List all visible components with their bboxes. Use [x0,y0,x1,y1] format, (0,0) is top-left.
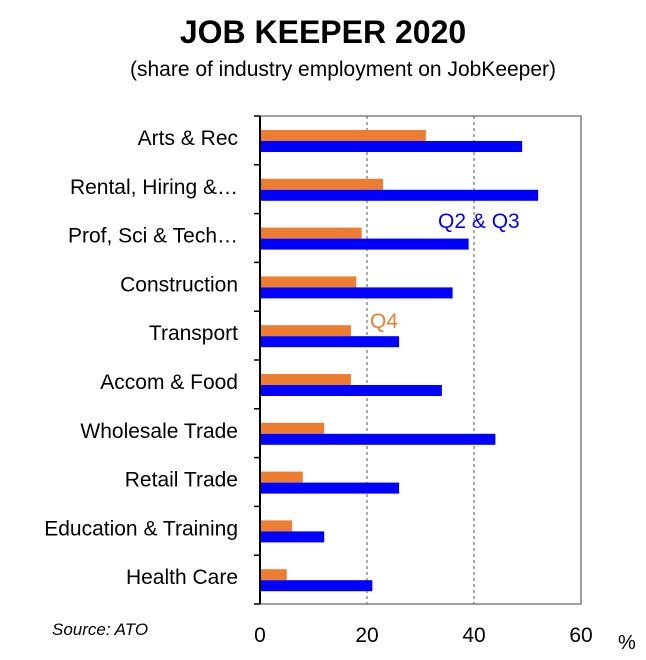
bar-q4-1 [260,178,384,190]
category-label-6: Wholesale Trade [80,420,238,443]
bar-q4-4 [260,325,351,337]
x-tick-label-20: 20 [355,624,378,647]
category-label-8: Education & Training [44,517,238,540]
x-tick-label-40: 40 [462,624,485,647]
category-label-3: Construction [120,273,238,296]
bar-q4-5 [260,374,351,385]
category-label-2: Prof, Sci & Tech… [68,225,238,248]
category-label-5: Accom & Food [100,371,238,394]
category-label-4: Transport [149,322,238,345]
chart-subtitle: (share of industry employment on JobKeep… [129,58,557,81]
bar-q4-8 [260,520,293,532]
bar-q4-6 [260,422,325,434]
x-axis-unit: % [618,632,636,654]
bar-q4-0 [260,130,426,141]
x-tick-label-60: 60 [569,624,592,647]
bar-q2q3-1 [260,189,539,201]
source-note: Source: ATO [52,620,149,639]
bar-q2q3-8 [260,531,325,543]
category-label-9: Health Care [126,566,238,589]
bar-q2q3-7 [260,482,400,494]
bar-q4-7 [260,471,303,483]
bar-q2q3-4 [260,336,400,348]
bar-q2q3-9 [260,580,373,592]
x-tick-label-0: 0 [254,624,266,647]
bar-q4-2 [260,227,362,239]
bar-q2q3-2 [260,238,469,250]
bar-q4-3 [260,276,357,288]
category-label-0: Arts & Rec [138,127,238,150]
bar-q2q3-3 [260,287,453,299]
bar-q2q3-5 [260,385,442,396]
bar-q2q3-0 [260,141,523,152]
chart-title: JOB KEEPER 2020 [179,14,467,50]
series-label-q4: Q4 [370,310,398,333]
bar-q2q3-6 [260,433,496,445]
category-label-1: Rental, Hiring &… [70,176,238,199]
series-label-q2q3: Q2 & Q3 [438,210,520,233]
bar-q4-9 [260,569,287,581]
category-label-7: Retail Trade [125,469,238,492]
